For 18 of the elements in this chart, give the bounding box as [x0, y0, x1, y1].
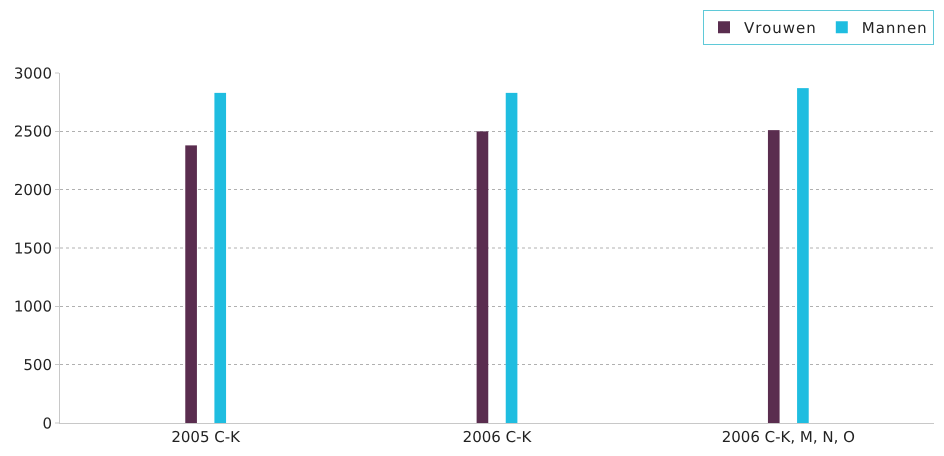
bar	[797, 88, 809, 423]
bar	[768, 130, 780, 423]
y-tick-label: 0	[42, 414, 52, 432]
bar	[506, 92, 518, 423]
y-tick-label: 2000	[14, 180, 52, 199]
y-tick-label: 1000	[14, 298, 52, 316]
y-tick-label: 3000	[14, 64, 52, 82]
y-tick-label: 500	[23, 356, 52, 374]
x-tick-label: 2005 C-K	[171, 428, 242, 446]
bar	[214, 92, 226, 423]
y-tick-label: 2500	[14, 122, 52, 141]
legend-label: Vrouwen	[744, 19, 817, 38]
y-tick-label: 1500	[14, 239, 52, 258]
legend-label: Mannen	[862, 19, 928, 38]
bar	[476, 131, 488, 423]
x-tick-label: 2006 C-K, M, N, O	[722, 428, 855, 446]
x-tick-label: 2006 C-K	[462, 428, 532, 446]
bar	[185, 145, 197, 423]
